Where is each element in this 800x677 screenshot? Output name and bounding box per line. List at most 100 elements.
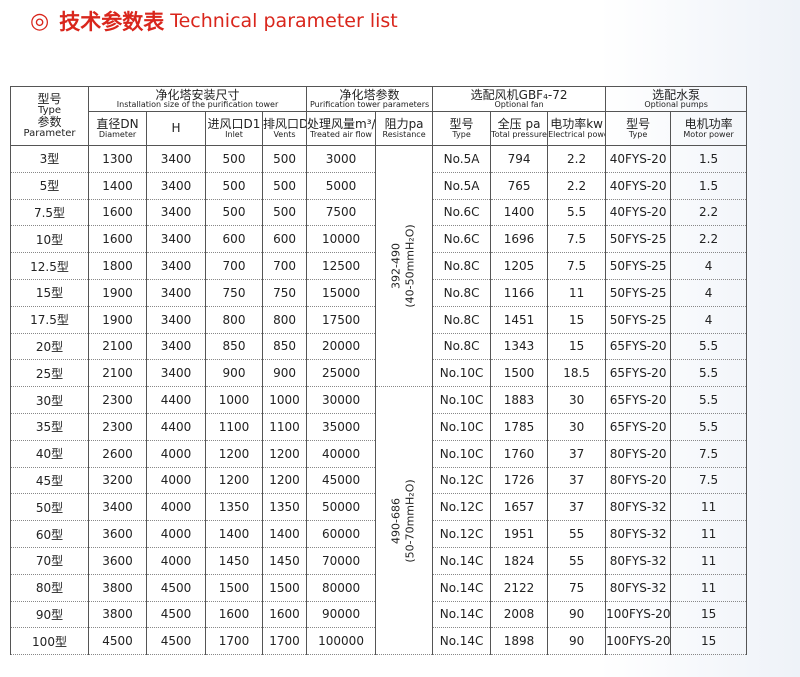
cell: No.14C — [432, 627, 492, 656]
cell: 1.5 — [670, 171, 748, 200]
column-header: 阻力pa Resistance — [375, 111, 434, 146]
column-en: Type — [452, 129, 471, 139]
cell: 15 — [547, 332, 607, 361]
data-row: 60型 3600 4000 1400 1400 60000 No.12C 1951 55 80FY… — [10, 520, 748, 548]
group-zh: 净化塔参数 — [339, 87, 400, 102]
resistance-note: (50-70mmH₂O) — [404, 478, 418, 563]
data-row: 30型 2300 4400 1000 1000 30000 490-686 (50-70mmH… — [10, 386, 748, 656]
data-row: 45型 3200 4000 1200 1200 45000 No.12C 1726 37 80FY… — [10, 466, 748, 495]
cell: 1450 — [205, 546, 263, 575]
corner-label: 参数 — [37, 115, 62, 129]
cell: 750 — [261, 278, 308, 307]
group-en: Purification tower parameters — [309, 100, 430, 110]
cell: 100FYS-20 — [605, 627, 672, 656]
column-en: Total pressure — [491, 129, 547, 139]
column-zh: 直径DN — [96, 117, 139, 131]
cell: 65FYS-20 — [605, 332, 672, 361]
column-header: 型号 Type — [605, 111, 672, 146]
corner-label: Parameter — [23, 127, 76, 139]
cell: 800 — [205, 305, 263, 334]
column-header: 直径DN Diameter — [88, 111, 147, 146]
column-en: Treated air flow — [310, 129, 372, 139]
cell: 1200 — [261, 439, 308, 468]
cell: 80FYS-32 — [605, 573, 672, 602]
cell: 5000 — [306, 171, 377, 200]
cell: 4500 — [146, 627, 206, 656]
cell: 50FYS-25 — [605, 225, 672, 254]
cell: No.10C — [432, 386, 492, 414]
data-row: 7.5型 1600 3400 500 500 7500 No.6C 1400 5.5 40FYS-… — [10, 198, 748, 227]
cell: 600 — [261, 225, 308, 254]
cell: 3800 — [88, 573, 147, 602]
cell: 40000 — [306, 439, 377, 468]
cell: 4500 — [146, 573, 206, 602]
cell: 1898 — [490, 627, 549, 656]
column-en: Type — [628, 129, 648, 139]
cell: 4 — [670, 252, 748, 280]
cell: 80FYS-32 — [605, 493, 672, 522]
cell: 80000 — [306, 573, 377, 602]
cell: 7.5 — [547, 225, 607, 254]
cell: 10000 — [306, 225, 377, 254]
cell: 17.5型 — [10, 305, 89, 334]
cell: 11 — [670, 520, 748, 548]
cell: 11 — [670, 546, 748, 575]
cell: 5.5 — [670, 332, 748, 361]
cell: 4000 — [146, 546, 206, 575]
cell: 7.5 — [670, 439, 748, 468]
cell: 25型 — [10, 359, 89, 388]
column-zh: H — [171, 121, 181, 136]
resistance-note: (40-50mmH₂O) — [404, 224, 418, 308]
cell: 37 — [547, 439, 607, 468]
column-zh: 全压 pa — [497, 117, 541, 131]
cell: 15 — [670, 600, 748, 629]
cell: 2600 — [88, 439, 147, 468]
cell: 30000 — [306, 386, 377, 414]
cell: 5.5 — [670, 412, 748, 441]
cell: 100型 — [10, 627, 89, 656]
cell: 500 — [205, 171, 263, 200]
cell: 750 — [205, 278, 263, 307]
cell: 15 — [670, 627, 748, 656]
cell: 80FYS-32 — [605, 546, 672, 575]
cell: 100000 — [306, 627, 377, 656]
data-row: 70型 3600 4000 1450 1450 70000 No.14C 1824 55 80FY… — [10, 546, 748, 575]
cell: No.8C — [432, 252, 492, 280]
cell: 1900 — [88, 305, 147, 334]
cell: No.10C — [432, 359, 492, 388]
cell: 500 — [205, 145, 263, 173]
cell: 3400 — [146, 145, 206, 173]
cell: 18.5 — [547, 359, 607, 388]
cell: 20型 — [10, 332, 89, 361]
column-zh: 型号 — [449, 117, 474, 131]
cell: 3400 — [146, 252, 206, 280]
data-row: 40型 2600 4000 1200 1200 40000 No.10C 1760 37 80FY… — [10, 439, 748, 468]
cell: 500 — [261, 198, 308, 227]
cell: 3800 — [88, 600, 147, 629]
cell: 850 — [261, 332, 308, 361]
cell: 800 — [261, 305, 308, 334]
column-en: Electrical power — [548, 129, 605, 139]
cell: 11 — [670, 573, 748, 602]
cell: 25000 — [306, 359, 377, 388]
cell: 30型 — [10, 386, 89, 414]
cell: 2122 — [490, 573, 549, 602]
cell: 2.2 — [547, 171, 607, 200]
cell: 7.5 — [670, 466, 748, 495]
column-header: 型号 Type — [432, 111, 492, 146]
cell: 1696 — [490, 225, 549, 254]
cell: 90 — [547, 600, 607, 629]
cell: 1.5 — [670, 145, 748, 173]
cell: 2.2 — [547, 145, 607, 173]
column-header: 全压 pa Total pressure — [490, 111, 549, 146]
column-zh: 电功率kw — [550, 117, 603, 131]
cell: No.10C — [432, 412, 492, 441]
cell: 80FYS-32 — [605, 520, 672, 548]
cell: 7500 — [306, 198, 377, 227]
cell: 50000 — [306, 493, 377, 522]
column-en: Vents — [273, 129, 296, 139]
cell: 2100 — [88, 332, 147, 361]
cell: 1600 — [205, 600, 263, 629]
corner-cell: 型号 Type 参数 Parameter — [10, 86, 89, 146]
cell: 1900 — [88, 278, 147, 307]
